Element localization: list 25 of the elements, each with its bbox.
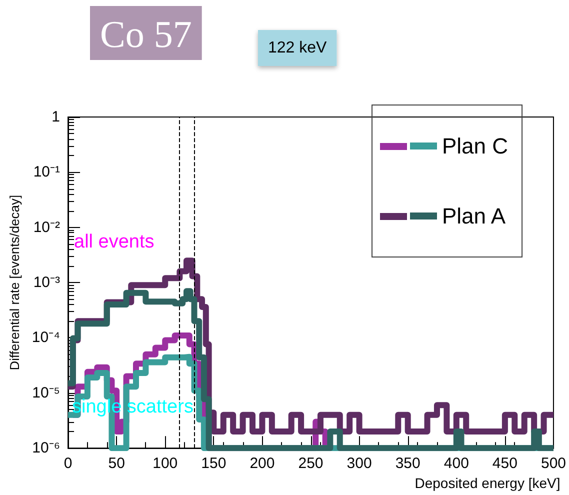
chart-title: Co 57 [100,14,192,56]
x-tick-label: 350 [395,455,420,472]
y-tick-label: 1 [52,108,60,126]
annotation: all events [74,232,154,252]
x-tick-label: 150 [201,455,226,472]
x-tick-label: 100 [152,455,178,472]
x-tick-label: 250 [298,455,324,472]
y-tick-label: 10⁻¹ [33,164,60,181]
x-tick-label: 200 [250,455,275,472]
x-tick-label: 500 [540,455,566,472]
x-tick-label: 450 [492,455,518,472]
x-tick-label: 0 [64,455,72,472]
legend-label: Plan A [442,204,506,228]
x-tick-label: 300 [346,455,372,472]
x-tick-label: 50 [108,455,125,472]
y-axis-title: Differential rate [events/decay] [7,194,22,370]
legend-label: Plan C [442,134,508,158]
x-tick-label: 400 [444,455,469,472]
y-tick-label: 10⁻⁵ [32,384,60,402]
y-tick-label: 10⁻⁶ [32,440,60,457]
y-tick-label: 10⁻³ [33,274,60,292]
y-tick-label: 10⁻² [33,218,60,236]
x-axis-title: Deposited energy [keV] [414,475,560,491]
y-tick-label: 10⁻⁴ [32,329,60,346]
chart-subtitle: 122 keV [268,40,328,56]
